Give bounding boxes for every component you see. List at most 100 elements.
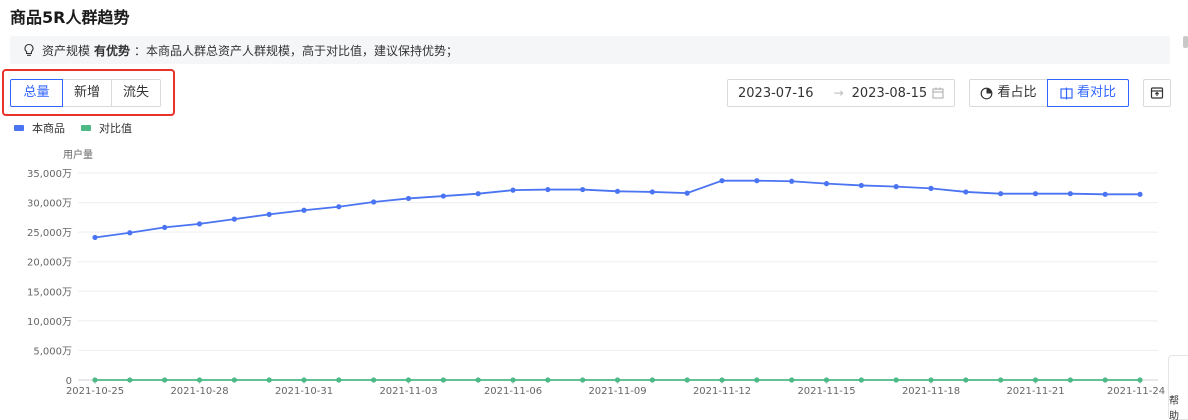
- data-point-primary: [963, 189, 969, 195]
- annotation-highlight-box: [2, 69, 175, 116]
- view-compare-button[interactable]: 看对比: [1047, 79, 1129, 107]
- x-tick-label: 2021-11-09: [588, 386, 646, 397]
- y-tick-label: 5,000万: [33, 346, 72, 357]
- export-icon: [1150, 87, 1164, 99]
- trend-line-chart: 用户量 0 5,000万 10,000万 15,000万 20,000万 25,000万 30…: [27, 148, 1165, 397]
- data-point-primary: [1032, 191, 1039, 197]
- y-axis-title: 用户量: [63, 148, 93, 161]
- lightbulb-icon: [24, 43, 34, 56]
- data-point-primary: [719, 178, 725, 184]
- data-point-compare: [196, 377, 203, 383]
- help-panel-tab[interactable]: 帮助: [1168, 355, 1188, 420]
- chart-legend: 本商品 对比值: [14, 120, 148, 136]
- page-title: 商品5R人群趋势: [10, 8, 130, 27]
- data-point-primary: [649, 189, 655, 195]
- legend-item-primary[interactable]: 本商品: [14, 120, 65, 136]
- date-range-picker[interactable]: 2023-07-16 → 2023-08-15: [727, 79, 955, 107]
- data-point-compare: [475, 377, 481, 383]
- data-point-compare: [266, 377, 272, 383]
- help-label: 帮助: [1169, 396, 1179, 420]
- legend-item-compare[interactable]: 对比值: [81, 120, 132, 136]
- data-point-compare: [510, 377, 516, 383]
- x-tick-label: 2021-10-31: [275, 386, 333, 397]
- y-tick-label: 20,000万: [27, 258, 72, 269]
- data-point-primary: [92, 234, 98, 241]
- pie-chart-icon: [981, 87, 993, 99]
- data-point-primary: [196, 221, 203, 227]
- metric-tabs: 总量 新增 流失: [10, 79, 161, 107]
- data-point-primary: [858, 182, 864, 189]
- legend-label-primary: 本商品: [32, 122, 65, 135]
- data-point-primary: [614, 188, 621, 194]
- data-point-compare: [580, 377, 586, 383]
- date-end[interactable]: 2023-08-15: [851, 85, 928, 101]
- compare-icon: [1060, 87, 1073, 99]
- data-point-primary: [789, 178, 795, 184]
- y-tick-label: 30,000万: [27, 199, 72, 210]
- data-point-primary: [1102, 191, 1108, 197]
- legend-label-compare: 对比值: [99, 122, 132, 135]
- x-tick-label: 2021-10-25: [66, 386, 124, 397]
- x-tick-label: 2021-11-12: [693, 386, 751, 397]
- data-point-primary: [231, 216, 237, 222]
- data-point-primary: [998, 191, 1004, 197]
- data-point-compare: [893, 377, 899, 383]
- insight-strong: 有优势: [94, 43, 131, 58]
- insight-bar: 资产规模 有优势 ：本商品人群总资产人群规模，高于对比值，建议保持优势；: [10, 36, 1170, 64]
- data-point-compare: [858, 377, 864, 383]
- data-point-compare: [336, 377, 342, 383]
- y-tick-label: 0: [66, 376, 72, 387]
- data-point-compare: [963, 377, 969, 383]
- data-point-compare: [371, 377, 377, 383]
- date-start[interactable]: 2023-07-16: [738, 85, 814, 101]
- data-point-compare: [405, 377, 412, 383]
- data-point-compare: [92, 377, 98, 383]
- data-point-primary: [510, 187, 516, 193]
- data-point-compare: [545, 377, 551, 383]
- data-point-compare: [301, 377, 307, 383]
- scrollbar-thumb[interactable]: [1183, 36, 1188, 48]
- data-point-compare: [928, 377, 934, 383]
- data-point-compare: [1067, 377, 1073, 383]
- data-point-compare: [231, 377, 237, 383]
- data-point-primary: [336, 204, 342, 210]
- data-point-compare: [1032, 377, 1039, 383]
- legend-swatch-compare: [81, 125, 91, 131]
- x-tick-label: 2021-11-18: [902, 386, 960, 397]
- data-point-compare: [1102, 377, 1108, 383]
- data-point-compare: [719, 377, 725, 383]
- view-proportion-button[interactable]: 看占比: [969, 79, 1048, 107]
- view-proportion-label: 看占比: [997, 85, 1037, 100]
- x-tick-label: 2021-11-24: [1107, 386, 1165, 397]
- calendar-icon: [932, 87, 944, 99]
- data-point-compare: [823, 377, 830, 383]
- data-point-primary: [440, 193, 446, 199]
- legend-swatch-primary: [14, 125, 24, 131]
- data-point-primary: [580, 186, 586, 193]
- data-point-primary: [162, 224, 168, 231]
- data-point-primary: [301, 207, 307, 213]
- export-button[interactable]: [1143, 79, 1171, 107]
- insight-prefix: 资产规模: [42, 43, 91, 58]
- view-compare-label: 看对比: [1076, 85, 1116, 100]
- insight-text: ：本商品人群总资产人群规模，高于对比值，建议保持优势；: [134, 43, 459, 58]
- data-point-primary: [266, 211, 272, 217]
- x-tick-label: 2021-10-28: [170, 386, 228, 397]
- data-point-compare: [162, 377, 168, 383]
- y-tick-label: 35,000万: [27, 169, 72, 180]
- tab-new[interactable]: 新增: [62, 79, 112, 107]
- data-point-primary: [475, 191, 481, 197]
- data-point-compare: [1137, 377, 1143, 383]
- data-point-primary: [1067, 191, 1073, 197]
- data-point-primary: [371, 199, 377, 205]
- tab-total[interactable]: 总量: [10, 79, 63, 107]
- data-point-compare: [684, 377, 690, 383]
- data-point-compare: [998, 377, 1004, 383]
- view-toggle: 看占比 看对比: [969, 79, 1129, 107]
- tab-lost[interactable]: 流失: [111, 79, 161, 107]
- x-tick-label: 2021-11-03: [379, 386, 437, 397]
- data-point-compare: [649, 377, 655, 383]
- data-point-compare: [127, 377, 133, 383]
- x-tick-label: 2021-11-15: [797, 386, 855, 397]
- data-point-compare: [754, 377, 760, 383]
